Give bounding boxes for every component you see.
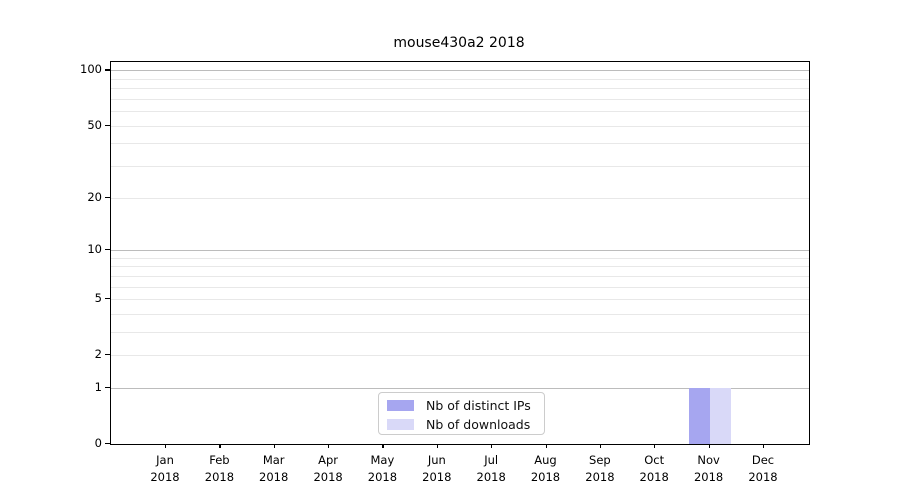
y-tick-label-50: 50 — [87, 117, 102, 132]
y-tick-mark-10 — [105, 248, 110, 251]
x-tick-label-aug: Aug 2018 — [516, 452, 576, 485]
x-tick-mark-jul — [491, 444, 493, 448]
y-tick-label-0: 0 — [94, 436, 102, 450]
bar-downloads-nov — [709, 387, 731, 444]
bar-distinct-ips-nov — [688, 387, 710, 444]
y-tick-label-10: 10 — [87, 241, 102, 256]
x-tick-label-oct: Oct 2018 — [624, 452, 684, 485]
chart-title: mouse430a2 2018 — [393, 35, 525, 51]
x-tick-year: 2018 — [259, 469, 289, 484]
x-tick-month: May — [370, 453, 395, 467]
minor-gridline-30 — [111, 166, 809, 167]
y-tick-label-1: 1 — [94, 379, 102, 394]
x-tick-month: Apr — [318, 453, 339, 467]
x-tick-year: 2018 — [422, 469, 452, 484]
x-tick-label-jul: Jul 2018 — [461, 452, 521, 485]
x-tick-year: 2018 — [150, 469, 180, 484]
x-tick-mark-jan — [165, 444, 167, 448]
legend-item-0: Nb of distinct IPs — [387, 397, 536, 414]
y-tick-label-20: 20 — [87, 189, 102, 204]
x-tick-month: Mar — [262, 453, 285, 467]
legend-swatch-1 — [387, 419, 414, 430]
minor-gridline-5 — [111, 298, 809, 300]
x-tick-mark-sep — [599, 444, 602, 448]
x-tick-mark-mar — [273, 444, 275, 448]
y-tick-label-100: 100 — [80, 62, 102, 77]
x-tick-label-jun: Jun 2018 — [407, 452, 467, 485]
x-tick-label-jan: Jan 2018 — [135, 452, 195, 485]
x-tick-label-apr: Apr 2018 — [298, 452, 358, 485]
minor-gridline-2 — [111, 355, 809, 357]
x-tick-year: 2018 — [693, 469, 724, 484]
x-tick-year: 2018 — [639, 469, 669, 484]
minor-gridline-50 — [111, 125, 809, 127]
y-tick-label-5: 5 — [94, 290, 102, 305]
x-tick-month: Jul — [484, 453, 499, 467]
major-gridline-100 — [111, 70, 809, 72]
x-tick-mark-feb — [219, 444, 221, 448]
x-tick-month: Aug — [534, 453, 557, 467]
legend: Nb of distinct IPs Nb of downloads — [378, 392, 545, 435]
minor-gridline-9 — [111, 257, 809, 259]
x-tick-year: 2018 — [748, 469, 778, 484]
x-tick-month: Jan — [156, 453, 174, 467]
y-tick-mark-0 — [105, 443, 110, 445]
major-gridline-1 — [111, 387, 809, 389]
y-tick-mark-1 — [105, 386, 110, 389]
x-tick-month: Nov — [697, 453, 720, 467]
x-tick-mark-may — [382, 444, 384, 448]
minor-gridline-70 — [111, 98, 809, 100]
minor-gridline-6 — [111, 286, 809, 288]
x-tick-mark-oct — [654, 444, 656, 448]
x-tick-year: 2018 — [313, 469, 343, 484]
x-tick-year: 2018 — [476, 469, 506, 484]
legend-label-1: Nb of downloads — [426, 417, 531, 432]
x-tick-mark-jun — [436, 444, 438, 448]
minor-gridline-7 — [111, 275, 809, 277]
y-tick-mark-5 — [105, 297, 110, 300]
x-tick-label-sep: Sep 2018 — [570, 452, 630, 485]
legend-item-1: Nb of downloads — [387, 416, 536, 433]
x-tick-year: 2018 — [204, 469, 235, 484]
x-tick-month: Dec — [751, 453, 775, 467]
minor-gridline-40 — [111, 143, 809, 145]
x-tick-year: 2018 — [585, 469, 615, 484]
x-tick-year: 2018 — [530, 469, 561, 484]
legend-label-0: Nb of distinct IPs — [426, 398, 531, 413]
x-tick-label-nov: Nov 2018 — [679, 452, 739, 485]
x-tick-year: 2018 — [367, 469, 398, 484]
x-tick-month: Feb — [209, 453, 230, 467]
x-tick-mark-aug — [545, 444, 547, 448]
minor-gridline-80 — [111, 88, 809, 90]
major-gridline-10 — [111, 249, 809, 251]
y-tick-label-2: 2 — [94, 347, 102, 362]
y-tick-mark-2 — [105, 354, 110, 356]
x-tick-mark-apr — [328, 444, 330, 448]
x-tick-month: Jun — [427, 453, 446, 467]
x-tick-label-may: May 2018 — [352, 452, 412, 485]
x-tick-month: Oct — [644, 453, 665, 467]
x-tick-label-dec: Dec 2018 — [733, 452, 793, 485]
y-tick-mark-50 — [105, 124, 110, 126]
minor-gridline-60 — [111, 111, 809, 113]
x-tick-month: Sep — [589, 453, 611, 467]
x-tick-mark-nov — [708, 444, 710, 448]
minor-gridline-8 — [111, 266, 809, 268]
legend-swatch-0 — [387, 400, 414, 411]
y-axis: 0 1 2 5 10 20 50 100 — [0, 61, 102, 450]
x-tick-mark-dec — [763, 444, 765, 448]
y-tick-mark-20 — [105, 196, 110, 198]
minor-gridline-4 — [111, 313, 809, 315]
x-tick-label-mar: Mar 2018 — [244, 452, 304, 485]
minor-gridline-3 — [111, 331, 809, 333]
y-tick-mark-100 — [105, 69, 110, 71]
plot-area: Nb of distinct IPs Nb of downloads — [110, 61, 810, 445]
x-tick-label-feb: Feb 2018 — [189, 452, 249, 485]
minor-gridline-20 — [111, 197, 809, 199]
minor-gridline-90 — [111, 78, 809, 80]
